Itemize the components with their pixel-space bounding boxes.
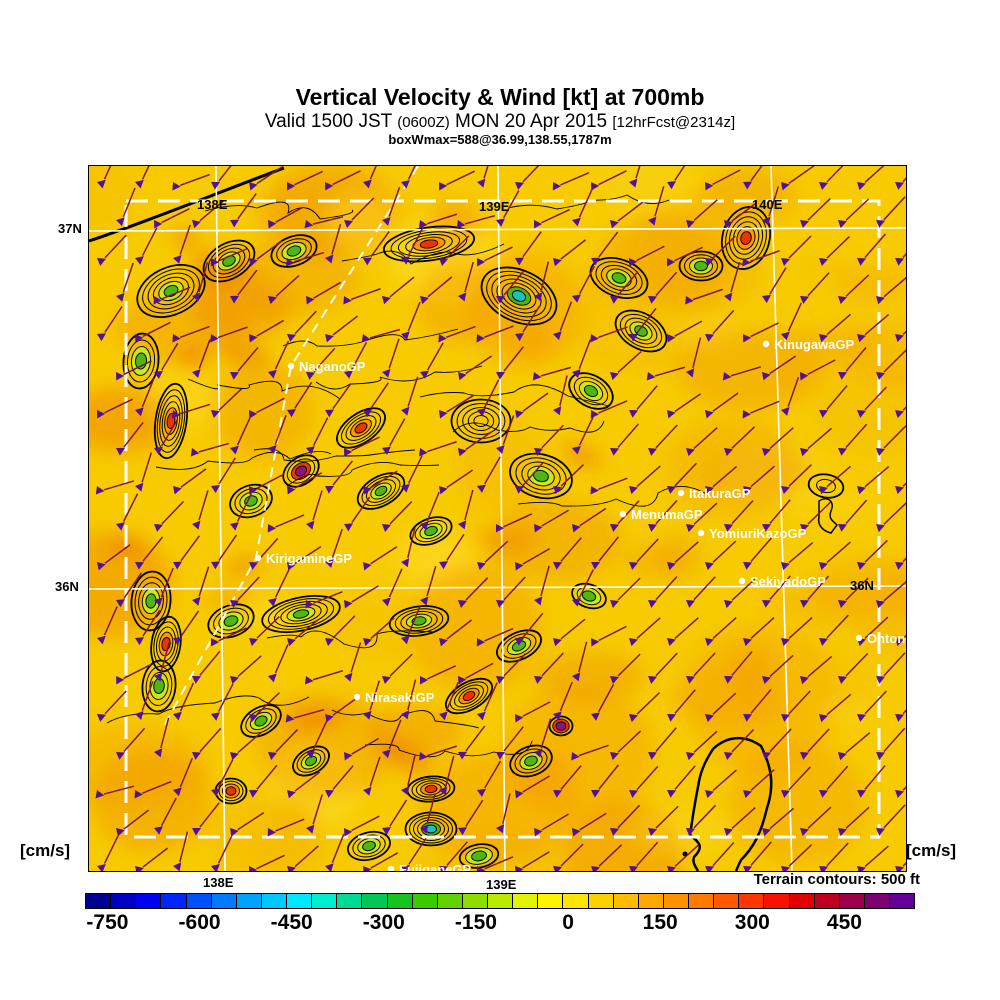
page-title: Vertical Velocity & Wind [kt] at 700mb (295, 84, 705, 110)
colorbar-segment (739, 894, 764, 908)
valid-date: MON 20 Apr 2015 (449, 111, 613, 132)
station-marker: YomiuriKazoGP (697, 526, 807, 541)
colorbar-segment (462, 894, 487, 908)
colorbar-segment (613, 894, 638, 908)
colorbar-segment (814, 894, 839, 908)
map-plot-area: NaganoGP KinugawaGP ItakuraGP MenumaGP Yomiu… (88, 165, 907, 872)
colorbar-segment (588, 894, 613, 908)
colorbar-tick-label: 300 (734, 911, 770, 934)
station-marker: FujiganeGP (387, 862, 472, 871)
station-label: ItakuraGP (689, 486, 751, 501)
station-marker: MenumaGP (619, 507, 703, 522)
route-line-dashed (163, 166, 419, 727)
colorbar-segment (111, 894, 136, 908)
colorbar-tick-label: -750 (86, 911, 129, 934)
station-marker: ItakuraGP (677, 486, 751, 501)
station-label: MenumaGP (631, 507, 703, 522)
terrain-contour-note: Terrain contours: 500 ft (753, 871, 920, 888)
station-label: OhtoneGP (867, 631, 906, 646)
station-marker: SekiyadoGP (738, 574, 826, 589)
station-label: NaganoGP (299, 359, 366, 374)
colorbar-segment (563, 894, 588, 908)
forecast-tag: [12hrFcst@2314z] (612, 114, 736, 131)
terrain-contours (106, 194, 845, 869)
axis-tick-left-37n: 37N (58, 221, 84, 236)
colorbar-tick-label: -150 (454, 911, 497, 934)
colorbar-segment (488, 894, 513, 908)
colorbar-segment (437, 894, 462, 908)
axis-tick-bottom-139e: 139E (486, 877, 517, 892)
axis-tick-bottom-138e: 138E (203, 875, 234, 890)
station-marker: OhtoneGP (855, 631, 906, 646)
colorbar-segment (689, 894, 714, 908)
colorbar-segment (211, 894, 236, 908)
station-marker: KirigamineGP (254, 551, 352, 566)
domain-box-dashed (124, 199, 881, 839)
colorbar-segment (638, 894, 663, 908)
units-label-left: [cm/s] (20, 841, 71, 860)
station-markers: NaganoGP KinugawaGP ItakuraGP MenumaGP Yomiu… (254, 337, 906, 871)
station-label: FujiganeGP (399, 862, 472, 871)
colorbar-segment (136, 894, 161, 908)
colorbar-segment (387, 894, 412, 908)
colorbar-segment (513, 894, 538, 908)
station-label: SekiyadoGP (750, 574, 826, 589)
axis-tick-left-36n: 36N (55, 579, 81, 594)
colorbar-segment (236, 894, 261, 908)
station-marker: NirasakiGP (353, 690, 435, 705)
station-label: NirasakiGP (365, 690, 435, 705)
colorbar-segment (538, 894, 563, 908)
box-max-annotation: boxWmax=588@36.99,138.55,1787m (388, 132, 612, 147)
colorbar-segment (789, 894, 814, 908)
colorbar-tick-label: 450 (826, 911, 862, 934)
vertical-velocity-map: NaganoGP KinugawaGP ItakuraGP MenumaGP Yomiu… (89, 166, 906, 871)
colorbar-segment (287, 894, 312, 908)
colorbar-segment (764, 894, 789, 908)
station-marker: KinugawaGP (762, 337, 855, 352)
colorbar-tick-labels: -750 -600 -450 -300 -150 0 150 300 450 (85, 911, 915, 937)
colorbar-segment (864, 894, 889, 908)
colorbar-segment (86, 894, 111, 908)
colorbar-segment (186, 894, 211, 908)
colorbar-segment (312, 894, 337, 908)
colorbar-segment (839, 894, 864, 908)
colorbar-segment (663, 894, 688, 908)
colorbar-tick-label: 150 (642, 911, 678, 934)
station-label: KinugawaGP (774, 337, 855, 352)
colorbar-tick-label: 0 (562, 911, 574, 934)
units-label-right: [cm/s] (906, 841, 957, 860)
station-label: YomiuriKazoGP (709, 526, 807, 541)
station-label: KirigamineGP (266, 551, 352, 566)
colorbar-tick-label: -600 (178, 911, 221, 934)
colorbar-tick-label: -300 (362, 911, 405, 934)
axis-tick-top-139e: 139E (479, 199, 510, 214)
colorbar-segment (412, 894, 437, 908)
colorbar (85, 893, 915, 909)
valid-time: Valid 1500 JST (264, 111, 398, 132)
wind-barbs-layer (95, 166, 906, 871)
axis-tick-top-140e: 140E (752, 197, 783, 212)
valid-time-zulu: (0600Z) (397, 114, 450, 131)
colorbar-segment (161, 894, 186, 908)
axis-tick-right-36n: 36N (850, 578, 874, 593)
station-marker: NaganoGP (287, 359, 366, 374)
colorbar-segment (362, 894, 387, 908)
colorbar-segment (337, 894, 362, 908)
colorbar-segment (890, 894, 915, 908)
colorbar-segment (714, 894, 739, 908)
axis-tick-top-138e: 138E (197, 197, 228, 212)
colorbar-segment (261, 894, 286, 908)
valid-time-line: Valid 1500 JST (0600Z) MON 20 Apr 2015 [… (0, 111, 1000, 133)
colorbar-tick-label: -450 (270, 911, 313, 934)
